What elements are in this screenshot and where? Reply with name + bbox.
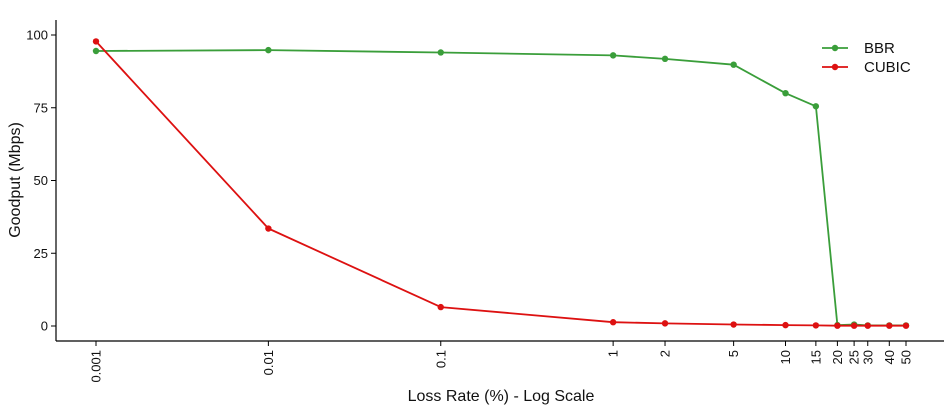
x-axis-title: Loss Rate (%) - Log Scale xyxy=(408,388,595,405)
legend-key-point xyxy=(831,44,839,52)
y-ticks: 0 25 50 75 100 xyxy=(26,28,56,334)
cubic-point xyxy=(850,322,858,329)
x-tick-label: 20 xyxy=(830,350,845,364)
cubic-point xyxy=(834,322,841,329)
y-tick-label: 100 xyxy=(26,28,48,43)
bbr-point xyxy=(265,46,272,54)
series xyxy=(92,38,910,329)
x-tick-label: 15 xyxy=(808,350,823,364)
legend-key-point xyxy=(831,63,839,71)
bbr-point xyxy=(730,61,737,68)
x-tick-label: 0.1 xyxy=(433,350,448,368)
x-tick-label: 5 xyxy=(726,350,741,357)
x-tick-label: 50 xyxy=(899,350,914,364)
series-cubic xyxy=(92,38,910,329)
cubic-point xyxy=(730,321,737,328)
cubic-point xyxy=(265,225,272,232)
bbr-point xyxy=(437,49,444,56)
cubic-point xyxy=(886,322,893,329)
y-tick-label: 25 xyxy=(34,246,48,261)
bbr-point xyxy=(812,103,820,110)
x-tick-label: 0.001 xyxy=(89,350,104,383)
cubic-point xyxy=(661,320,669,327)
x-tick-label: 30 xyxy=(860,350,875,364)
bbr-point xyxy=(782,90,789,97)
x-tick-label: 2 xyxy=(658,350,673,357)
cubic-point xyxy=(92,38,100,45)
legend-label: CUBIC xyxy=(864,59,911,76)
y-tick-label: 50 xyxy=(34,173,48,188)
x-tick-label: 10 xyxy=(778,350,793,364)
legend-item-cubic: CUBIC xyxy=(822,59,911,76)
y-tick-label: 75 xyxy=(34,100,48,115)
y-tick-label: 0 xyxy=(41,319,48,334)
cubic-point xyxy=(782,321,789,329)
series-bbr xyxy=(92,46,910,329)
x-tick-label: 40 xyxy=(882,350,897,364)
legend-item-bbr: BBR xyxy=(822,40,895,57)
bbr-point xyxy=(609,52,617,59)
x-tick-label: 0.01 xyxy=(261,350,276,375)
y-axis-title: Goodput (Mbps) xyxy=(7,122,24,238)
cubic-point xyxy=(437,303,444,311)
legend-label: BBR xyxy=(864,40,895,57)
x-tick-label: 25 xyxy=(847,350,862,364)
bbr-point xyxy=(92,47,100,55)
cubic-point xyxy=(902,322,910,329)
axes xyxy=(55,20,944,342)
cubic-line xyxy=(95,40,906,327)
legend: BBR CUBIC xyxy=(822,40,911,76)
cubic-point xyxy=(864,322,871,329)
bbr-point xyxy=(661,55,669,63)
x-tick-label: 1 xyxy=(606,350,621,357)
cubic-point xyxy=(609,319,617,326)
cubic-point xyxy=(812,322,820,329)
